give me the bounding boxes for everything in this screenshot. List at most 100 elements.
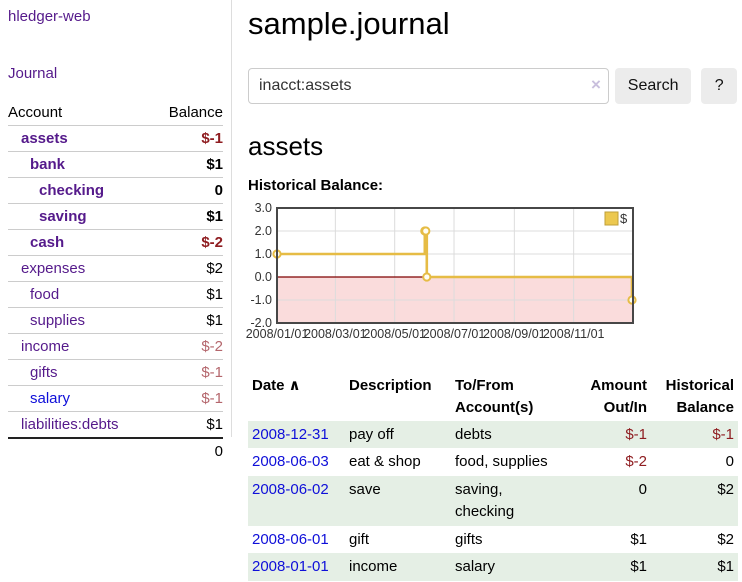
balance-chart-svg: $3.0 2.0 1.0 0.0 -1.0 -2.02008/01/012008/03/0… [246, 201, 637, 341]
account-link[interactable]: assets [21, 130, 68, 147]
account-link[interactable]: liabilities:debts [21, 416, 119, 433]
account-balance: $1 [152, 281, 223, 308]
page-title: sample.journal [248, 6, 450, 41]
register-row: 2008-01-01 income salary $1 $1 [248, 553, 738, 581]
account-link[interactable]: bank [30, 156, 66, 173]
account-balance: 0 [152, 177, 223, 204]
account-row: food $1 [8, 281, 223, 308]
register-cell-accounts: gifts [455, 530, 483, 548]
register-table: Date ∧ Description To/From Account(s) Amo… [248, 373, 738, 581]
account-link[interactable]: food [30, 286, 60, 303]
account-link[interactable]: checking [39, 182, 105, 199]
search-box: × [248, 68, 609, 104]
account-balance: $1 [152, 203, 223, 230]
register-cell-accounts: food, supplies [455, 453, 548, 471]
register-row: 2008-06-02 save saving, checking 0 $2 [248, 476, 738, 526]
account-balance: $-2 [152, 229, 223, 256]
register-cell-date: 2008-06-01 [248, 526, 345, 554]
account-row: bank $1 [8, 151, 223, 178]
account-balance: $-1 [152, 125, 223, 152]
account-balance: $-1 [152, 385, 223, 412]
register-row: 2008-06-03 eat & shop food, supplies $-2 0 [248, 448, 738, 476]
account-link[interactable]: cash [30, 234, 65, 251]
svg-text:-2.0: -2.0 [250, 316, 272, 330]
svg-text:2008/09/01: 2008/09/01 [483, 327, 546, 341]
accounts-header-balance: Balance [168, 104, 223, 121]
account-link[interactable]: expenses [21, 260, 86, 277]
register-cell-date: 2008-06-03 [248, 448, 345, 476]
account-balance: $1 [152, 411, 223, 438]
account-heading: assets [248, 131, 324, 161]
sidebar-item-journal[interactable]: Journal [8, 65, 58, 82]
register-cell-description: income [349, 558, 398, 576]
account-link[interactable]: saving [39, 208, 87, 225]
register-cell-description: eat & shop [349, 453, 421, 471]
register-header-description: Description [349, 377, 432, 394]
register-cell-accounts: saving, checking [455, 481, 515, 520]
date-link[interactable]: 2008-06-02 [252, 481, 329, 498]
register-row: 2008-06-01 gift gifts $1 $2 [248, 526, 738, 554]
account-balance: $2 [152, 255, 223, 282]
svg-text:2008/07/01: 2008/07/01 [423, 327, 486, 341]
register-cell-amount: $-1 [625, 425, 647, 443]
account-row: salary $-1 [8, 385, 223, 412]
register-cell-balance: $2 [717, 481, 734, 498]
clear-search-icon[interactable]: × [591, 75, 601, 94]
account-link[interactable]: salary [30, 390, 71, 407]
account-balance: $-1 [152, 359, 223, 386]
register-cell-amount: 0 [638, 481, 647, 498]
chart-title: Historical Balance: [248, 177, 384, 194]
register-header-accounts: To/From Account(s) [455, 377, 534, 416]
register-cell-balance: $2 [717, 530, 734, 548]
accounts-table: Account Balance assets $-1 bank $1 checking 0… [8, 100, 223, 464]
account-row: cash $-2 [8, 229, 223, 256]
search-input[interactable] [248, 68, 609, 104]
register-cell-amount: $1 [630, 558, 647, 576]
app-title-link[interactable]: hledger-web [8, 8, 91, 25]
register-cell-date: 2008-12-31 [248, 421, 345, 449]
register-cell-description: gift [349, 530, 370, 548]
register-cell-balance: $-1 [712, 425, 734, 443]
register-cell-description: save [349, 481, 381, 498]
svg-text:0.0: 0.0 [255, 270, 272, 284]
register-cell-description: pay off [349, 425, 394, 443]
register-header-date[interactable]: Date ∧ [252, 377, 301, 394]
sort-asc-icon: ∧ [288, 377, 301, 394]
date-link[interactable]: 2008-06-01 [252, 530, 329, 548]
help-button[interactable]: ? [701, 68, 738, 104]
account-balance: $1 [152, 151, 223, 178]
date-link[interactable]: 2008-01-01 [252, 558, 329, 576]
svg-text:2008/05/01: 2008/05/01 [363, 327, 426, 341]
account-link[interactable]: gifts [30, 364, 58, 381]
account-row: checking 0 [8, 177, 223, 204]
sidebar: hledger-web Journal Account Balance asse… [0, 0, 232, 464]
svg-text:2008/11/01: 2008/11/01 [543, 327, 605, 341]
accounts-total-balance: 0 [152, 437, 223, 464]
account-link[interactable]: income [21, 338, 70, 355]
svg-text:2.0: 2.0 [255, 224, 272, 238]
register-cell-amount: $-2 [625, 453, 647, 471]
register-cell-accounts: debts [455, 425, 492, 443]
account-row: liabilities:debts $1 [8, 411, 223, 438]
account-row: saving $1 [8, 203, 223, 230]
accounts-header-account: Account [8, 104, 63, 121]
svg-text:2008/01/01: 2008/01/01 [246, 327, 309, 341]
search-button[interactable]: Search [614, 68, 692, 104]
accounts-total-row: 0 [8, 437, 223, 464]
account-row: assets $-1 [8, 125, 223, 152]
register-cell-date: 2008-01-01 [248, 553, 345, 581]
account-link[interactable]: supplies [30, 312, 86, 329]
balance-chart: $3.0 2.0 1.0 0.0 -1.0 -2.0 2008/01/01 2008/03/0… [240, 201, 737, 352]
svg-text:3.0: 3.0 [255, 203, 272, 215]
svg-text:1.0: 1.0 [255, 247, 272, 261]
search-row: × Search ? [248, 68, 738, 104]
register-cell-date: 2008-06-02 [248, 476, 345, 526]
register-header-amount: Amount Out/In [590, 377, 647, 416]
date-link[interactable]: 2008-12-31 [252, 425, 329, 443]
account-balance: $1 [152, 307, 223, 334]
svg-text:$: $ [620, 211, 628, 226]
account-row: expenses $2 [8, 255, 223, 282]
register-cell-accounts: salary [455, 558, 496, 576]
date-link[interactable]: 2008-06-03 [252, 453, 329, 471]
svg-text:-1.0: -1.0 [250, 293, 272, 307]
